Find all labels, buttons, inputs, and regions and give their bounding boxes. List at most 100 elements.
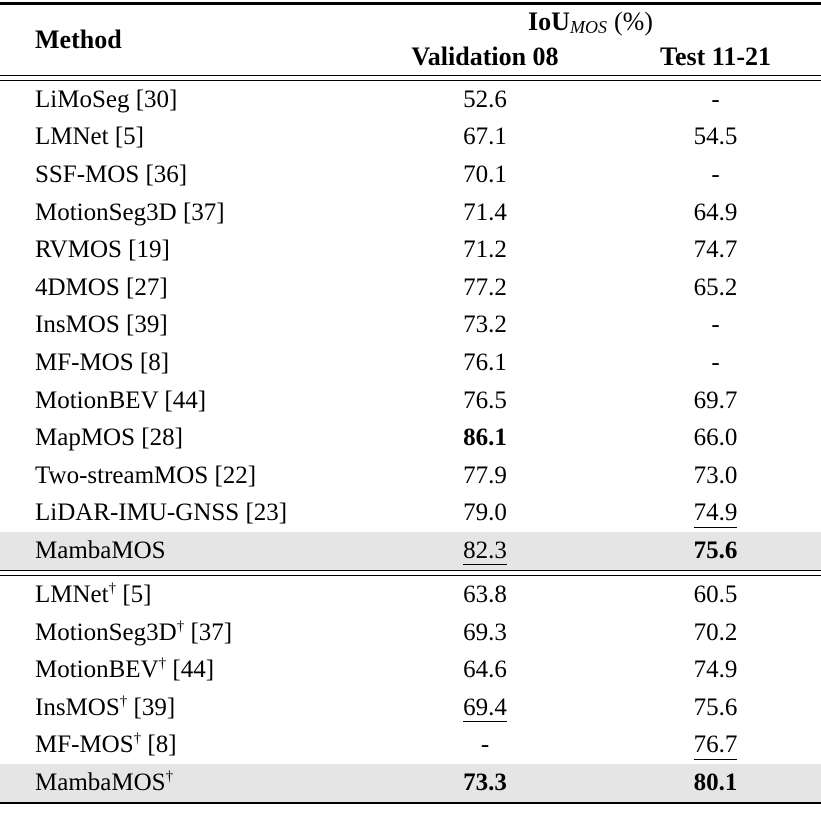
test-cell-value: 73.0 — [693, 461, 738, 489]
validation-cell: 77.2 — [360, 274, 610, 302]
test-cell: 80.1 — [610, 769, 821, 797]
table-row: LiMoSeg [30] 52.6 - — [0, 81, 821, 119]
test-cell: 73.0 — [610, 462, 821, 490]
method-cell: 4DMOS [27] — [35, 273, 168, 301]
table-section-dagger: LMNet† [5] 63.8 60.5 MotionSeg3D† [37] 69.3 7… — [0, 576, 821, 802]
test-cell-value: 74.9 — [693, 656, 738, 684]
test-cell: 66.0 — [610, 424, 821, 452]
top-rule — [0, 2, 821, 5]
test-cell: 64.9 — [610, 199, 821, 227]
validation-cell-value: 73.3 — [463, 769, 507, 797]
validation-cell-value: 64.6 — [463, 656, 507, 684]
test-cell-value: 69.7 — [693, 386, 738, 414]
validation-cell-value: 77.9 — [463, 461, 507, 489]
bottom-rule — [0, 801, 821, 805]
validation-column-header: Validation 08 — [411, 42, 559, 72]
method-cell: LiDAR-IMU-GNSS [23] — [35, 499, 288, 527]
validation-cell-value: 79.0 — [463, 499, 507, 527]
table-row: InsMOS [39] 73.2 - — [0, 307, 821, 345]
validation-cell: 76.5 — [360, 387, 610, 415]
dagger-superscript: † — [108, 580, 117, 597]
table-row: MotionBEV† [44] 64.6 74.9 — [0, 652, 821, 690]
test-cell-value: 76.7 — [693, 731, 738, 760]
dagger-superscript: † — [119, 693, 128, 710]
iou-subscript-label: MOS — [569, 16, 607, 37]
validation-cell: 79.0 — [360, 499, 610, 527]
subcolumn-headers: Validation 08 Test 11-21 — [360, 40, 821, 75]
test-cell-value: - — [711, 311, 720, 339]
validation-cell-value: 77.2 — [463, 273, 507, 301]
test-cell: - — [610, 161, 821, 189]
test-cell: 76.7 — [610, 731, 821, 760]
test-cell-value: 75.6 — [693, 693, 738, 721]
validation-cell-value: 52.6 — [463, 85, 507, 113]
iou-header-group: IoU MOS (%) Validation 08 Test 11-21 — [360, 5, 821, 75]
table-row: InsMOS† [39] 69.4 75.6 — [0, 689, 821, 727]
test-cell-value: - — [711, 349, 720, 377]
method-cell: LiMoSeg [30] — [35, 85, 178, 113]
test-cell-value: 60.5 — [693, 581, 738, 609]
test-cell: 54.5 — [610, 123, 821, 151]
validation-cell-value: 76.1 — [463, 349, 507, 377]
method-cell: SSF-MOS [36] — [35, 161, 188, 189]
validation-cell: 82.3 — [360, 536, 610, 566]
validation-cell: 73.2 — [360, 311, 610, 339]
validation-cell-value: 71.2 — [463, 236, 507, 264]
test-column-header: Test 11-21 — [660, 42, 771, 72]
table-header: Method IoU MOS (%) Validation 08 Test 11-2… — [0, 5, 821, 75]
table-row: LMNet† [5] 63.8 60.5 — [0, 576, 821, 614]
table-row: MotionSeg3D [37] 71.4 64.9 — [0, 194, 821, 232]
validation-cell: 86.1 — [360, 424, 610, 452]
method-cell: MambaMOS† — [35, 768, 174, 797]
test-cell: 60.5 — [610, 581, 821, 609]
test-cell: 75.6 — [610, 537, 821, 565]
method-cell: MF-MOS† [8] — [35, 731, 177, 759]
validation-cell: 52.6 — [360, 86, 610, 114]
validation-cell: 71.4 — [360, 199, 610, 227]
validation-cell-value: 82.3 — [463, 536, 507, 566]
method-cell: InsMOS [39] — [35, 311, 168, 339]
iou-label: IoU — [528, 7, 570, 37]
validation-cell-value: 86.1 — [463, 424, 507, 452]
test-cell: 74.9 — [610, 656, 821, 684]
table-row: MF-MOS† [8] - 76.7 — [0, 727, 821, 765]
test-cell: 69.7 — [610, 387, 821, 415]
test-cell-value: 65.2 — [693, 273, 738, 301]
validation-cell-value: 69.3 — [463, 618, 507, 646]
validation-cell: 71.2 — [360, 236, 610, 264]
method-cell: MapMOS [28] — [35, 424, 183, 452]
test-cell: 74.7 — [610, 236, 821, 264]
test-cell: 74.9 — [610, 499, 821, 528]
table-row: Two-streamMOS [22] 77.9 73.0 — [0, 457, 821, 495]
test-cell-value: 74.7 — [693, 236, 738, 264]
dagger-superscript: † — [165, 768, 174, 785]
validation-cell: 63.8 — [360, 581, 610, 609]
table-row: 4DMOS [27] 77.2 65.2 — [0, 269, 821, 307]
test-cell-value: - — [711, 161, 720, 189]
validation-cell-value: 73.2 — [463, 311, 507, 339]
method-cell: InsMOS† [39] — [35, 693, 176, 721]
table-row: MambaMOS† 73.3 80.1 — [0, 764, 821, 802]
test-cell: 75.6 — [610, 694, 821, 722]
validation-cell-value: 76.5 — [463, 386, 507, 414]
test-cell: 65.2 — [610, 274, 821, 302]
validation-cell: 69.4 — [360, 693, 610, 723]
table-row: RVMOS [19] 71.2 74.7 — [0, 231, 821, 269]
table-row: MotionBEV [44] 76.5 69.7 — [0, 382, 821, 420]
method-cell: MF-MOS [8] — [35, 349, 170, 377]
method-column-header: Method — [35, 24, 122, 54]
validation-cell-value: 69.4 — [463, 693, 507, 723]
dagger-superscript: † — [158, 655, 167, 672]
validation-cell: 73.3 — [360, 769, 610, 797]
test-cell: - — [610, 86, 821, 114]
table-row: SSF-MOS [36] 70.1 - — [0, 156, 821, 194]
table-section-published: LiMoSeg [30] 52.6 - LMNet [5] 67.1 54.5 SSF-MO… — [0, 81, 821, 570]
validation-cell-value: - — [480, 731, 490, 759]
table-row: MF-MOS [8] 76.1 - — [0, 344, 821, 382]
section-divider-double-rule — [0, 569, 821, 577]
validation-cell: 77.9 — [360, 462, 610, 490]
test-cell: - — [610, 349, 821, 377]
dagger-superscript: † — [176, 618, 185, 635]
validation-cell: - — [360, 731, 610, 759]
